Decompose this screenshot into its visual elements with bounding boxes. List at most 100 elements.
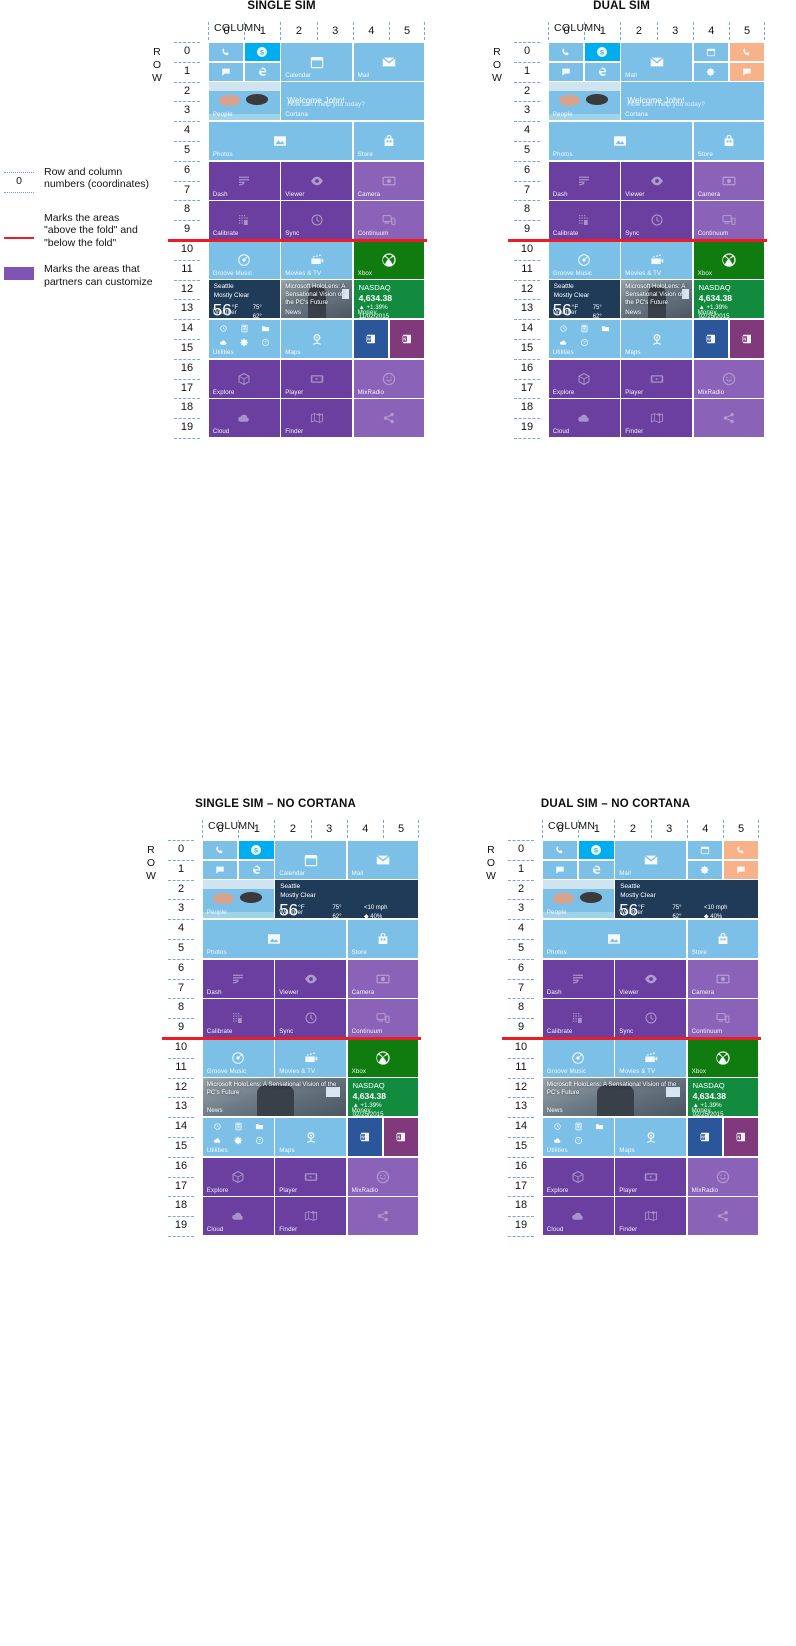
tile-messaging[interactable] xyxy=(542,860,578,879)
tile-maps[interactable]: Maps xyxy=(621,320,692,358)
tile-groove-music[interactable]: Groove Music xyxy=(542,1038,614,1077)
tile-mixradio[interactable]: MixRadio xyxy=(353,359,425,398)
tile-cloud[interactable]: Cloud xyxy=(208,399,280,438)
tile-finder[interactable]: Finder xyxy=(281,399,352,438)
tile-word[interactable]: W xyxy=(693,320,729,358)
tile-phone[interactable] xyxy=(202,840,238,859)
tile-people[interactable]: People xyxy=(202,880,274,919)
tile-camera[interactable]: Camera xyxy=(687,959,759,998)
tile-cloud[interactable]: Cloud xyxy=(542,1197,614,1236)
tile-mail[interactable]: Mail xyxy=(615,840,686,879)
tile-groove-music[interactable]: Groove Music xyxy=(548,240,620,279)
tile-player[interactable]: Player xyxy=(615,1157,686,1196)
tile-skype[interactable]: S xyxy=(585,42,620,61)
tile-viewer[interactable]: Viewer xyxy=(275,959,346,998)
tile-viewer[interactable]: Viewer xyxy=(621,161,692,200)
tile-word[interactable]: W xyxy=(347,1118,383,1156)
tile-weather[interactable]: Seattle Mostly Clear 56°F 75° 62° <10 mph ◆ 40… xyxy=(615,880,759,919)
tile-edge[interactable] xyxy=(579,860,614,879)
tile-calendar[interactable] xyxy=(687,840,723,859)
tile-cortana[interactable]: Welcome John! How can I help you today? Co… xyxy=(281,82,425,121)
tile-sync[interactable]: Sync xyxy=(621,201,692,240)
tile-people[interactable]: People xyxy=(208,82,280,121)
tile-continuum[interactable]: Continuum xyxy=(347,999,419,1038)
tile-utilities[interactable]: ? Utilities xyxy=(208,320,280,358)
tile-viewer[interactable]: Viewer xyxy=(281,161,352,200)
tile-share[interactable] xyxy=(693,399,765,438)
tile-sync[interactable]: Sync xyxy=(275,999,346,1038)
tile-utilities[interactable]: ? Utilities xyxy=(202,1118,274,1156)
tile-maps[interactable]: Maps xyxy=(275,1118,346,1156)
tile-calibrate[interactable]: Calibrate xyxy=(542,999,614,1038)
tile-mail[interactable]: Mail xyxy=(621,42,692,81)
tile-finder[interactable]: Finder xyxy=(275,1197,346,1236)
tile-messaging[interactable] xyxy=(548,62,584,81)
tile-money[interactable]: NASDAQ 4,634.38 ▲ +1.39% 02/25/2015 Money xyxy=(687,1078,759,1117)
tile-money[interactable]: NASDAQ 4,634.38 ▲ +1.39% 02/25/2015 Money xyxy=(693,280,765,319)
tile-mixradio[interactable]: MixRadio xyxy=(347,1157,419,1196)
tile-calibrate[interactable]: Calibrate xyxy=(202,999,274,1038)
tile-messaging[interactable] xyxy=(202,860,238,879)
tile-explore[interactable]: Explore xyxy=(542,1157,614,1196)
tile-settings[interactable] xyxy=(687,860,723,879)
tile-xbox[interactable]: Xbox xyxy=(687,1038,759,1077)
tile-movies-tv[interactable]: Movies & TV xyxy=(615,1038,686,1077)
tile-xbox[interactable]: Xbox xyxy=(693,240,765,279)
tile-onenote[interactable]: N xyxy=(389,320,425,358)
tile-calendar[interactable]: Calendar xyxy=(281,42,352,81)
tile-mixradio[interactable]: MixRadio xyxy=(687,1157,759,1196)
tile-calibrate[interactable]: Calibrate xyxy=(548,201,620,240)
tile-mixradio[interactable]: MixRadio xyxy=(693,359,765,398)
tile-word[interactable]: W xyxy=(353,320,389,358)
tile-finder[interactable]: Finder xyxy=(615,1197,686,1236)
tile-weather[interactable]: Seattle Mostly Clear 56°F 75° 62° Weather xyxy=(548,280,620,319)
tile-movies-tv[interactable]: Movies & TV xyxy=(275,1038,346,1077)
tile-phone[interactable] xyxy=(208,42,244,61)
tile-dash[interactable]: Dash xyxy=(542,959,614,998)
tile-share[interactable] xyxy=(347,1197,419,1236)
tile-settings[interactable] xyxy=(693,62,729,81)
tile-share[interactable] xyxy=(687,1197,759,1236)
tile-xbox[interactable]: Xbox xyxy=(347,1038,419,1077)
tile-xbox[interactable]: Xbox xyxy=(353,240,425,279)
tile-sync[interactable]: Sync xyxy=(615,999,686,1038)
tile-edge[interactable] xyxy=(245,62,280,81)
tile-continuum[interactable]: Continuum xyxy=(693,201,765,240)
tile-onenote[interactable]: N xyxy=(729,320,765,358)
tile-people[interactable]: People xyxy=(542,880,614,919)
tile-store[interactable]: Store xyxy=(687,920,759,958)
tile-skype[interactable]: S xyxy=(245,42,280,61)
tile-photos[interactable]: Photos xyxy=(542,920,686,958)
tile-player[interactable]: Player xyxy=(621,359,692,398)
tile-dash[interactable]: Dash xyxy=(548,161,620,200)
tile-continuum[interactable]: Continuum xyxy=(687,999,759,1038)
tile-money[interactable]: NASDAQ 4,634.38 ▲ +1.39% 11/02/2015 Money xyxy=(353,280,425,319)
tile-movies-tv[interactable]: Movies & TV xyxy=(621,240,692,279)
tile-messaging[interactable] xyxy=(208,62,244,81)
tile-cortana[interactable]: Welcome John! How can I help you today? Co… xyxy=(621,82,765,121)
tile-store[interactable]: Store xyxy=(353,122,425,160)
tile-camera[interactable]: Camera xyxy=(347,959,419,998)
tile-messaging-sim2[interactable] xyxy=(729,62,765,81)
tile-finder[interactable]: Finder xyxy=(621,399,692,438)
tile-money[interactable]: NASDAQ 4,634.38 ▲ +1.39% 02/25/2015 Money xyxy=(347,1078,419,1117)
tile-camera[interactable]: Camera xyxy=(693,161,765,200)
tile-maps[interactable]: Maps xyxy=(281,320,352,358)
tile-groove-music[interactable]: Groove Music xyxy=(202,1038,274,1077)
tile-dash[interactable]: Dash xyxy=(208,161,280,200)
tile-edge[interactable] xyxy=(585,62,620,81)
tile-weather[interactable]: Seattle Mostly Clear 56°F 75° 62° Weather xyxy=(208,280,280,319)
tile-phone-sim2[interactable] xyxy=(729,42,765,61)
tile-player[interactable]: Player xyxy=(281,359,352,398)
tile-messaging-sim2[interactable] xyxy=(723,860,759,879)
tile-explore[interactable]: Explore xyxy=(548,359,620,398)
tile-explore[interactable]: Explore xyxy=(202,1157,274,1196)
tile-store[interactable]: Store xyxy=(693,122,765,160)
tile-news[interactable]: Microsoft HoloLens: A Sensational Vision… xyxy=(202,1078,346,1117)
tile-dash[interactable]: Dash xyxy=(202,959,274,998)
tile-camera[interactable]: Camera xyxy=(353,161,425,200)
tile-viewer[interactable]: Viewer xyxy=(615,959,686,998)
tile-mail[interactable]: Mail xyxy=(347,840,419,879)
tile-continuum[interactable]: Continuum xyxy=(353,201,425,240)
tile-store[interactable]: Store xyxy=(347,920,419,958)
